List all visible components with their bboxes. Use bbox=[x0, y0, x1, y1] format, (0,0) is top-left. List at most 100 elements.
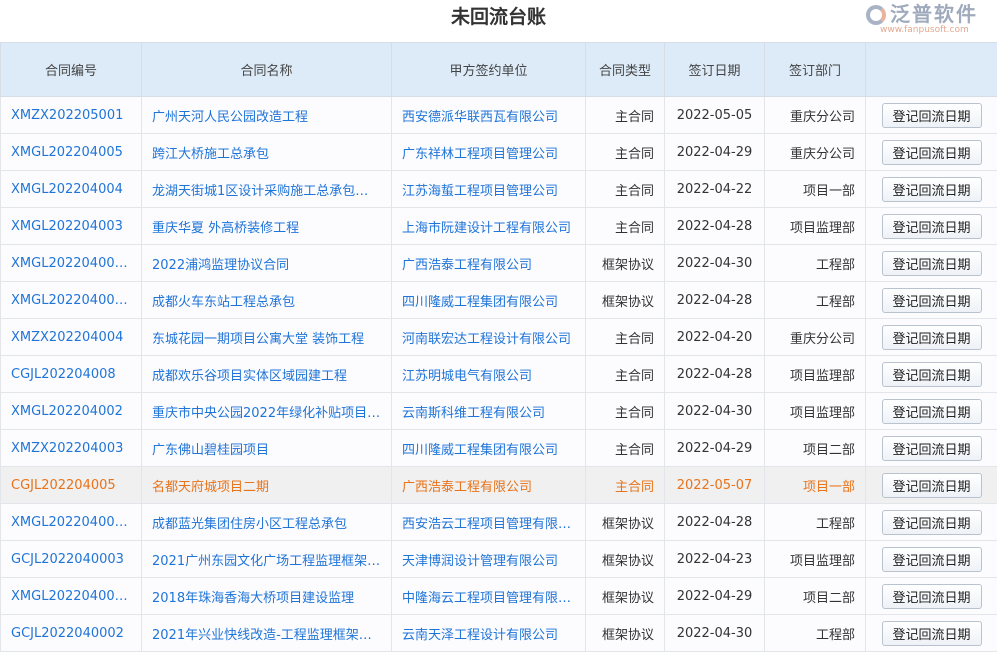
sign-department: 工程部 bbox=[765, 282, 866, 319]
sign-department: 项目二部 bbox=[765, 430, 866, 467]
contract-number[interactable]: XMGL2022040005 bbox=[1, 578, 142, 615]
contract-number[interactable]: XMZX202204004 bbox=[1, 319, 142, 356]
sign-department: 项目监理部 bbox=[765, 393, 866, 430]
action-cell: 登记回流日期 bbox=[866, 282, 997, 319]
contract-name[interactable]: 东城花园一期项目公寓大堂 装饰工程 bbox=[142, 319, 392, 356]
register-return-date-button[interactable]: 登记回流日期 bbox=[882, 177, 982, 202]
contract-name[interactable]: 2022浦鸿监理协议合同 bbox=[142, 245, 392, 282]
party-a-unit[interactable]: 江苏明城电气有限公司 bbox=[392, 356, 586, 393]
column-header: 签订日期 bbox=[665, 43, 765, 97]
party-a-unit[interactable]: 四川隆威工程集团有限公司 bbox=[392, 282, 586, 319]
contract-type: 主合同 bbox=[586, 134, 665, 171]
register-return-date-button[interactable]: 登记回流日期 bbox=[882, 251, 982, 276]
contract-number[interactable]: XMGL202204005 bbox=[1, 134, 142, 171]
contract-name[interactable]: 广州天河人民公园改造工程 bbox=[142, 97, 392, 134]
register-return-date-button[interactable]: 登记回流日期 bbox=[882, 325, 982, 350]
action-cell: 登记回流日期 bbox=[866, 319, 997, 356]
party-a-unit[interactable]: 广西浩泰工程有限公司 bbox=[392, 467, 586, 504]
sign-date: 2022-05-05 bbox=[665, 97, 765, 134]
register-return-date-button[interactable]: 登记回流日期 bbox=[882, 140, 982, 165]
party-a-unit[interactable]: 四川隆威工程集团有限公司 bbox=[392, 430, 586, 467]
party-a-unit[interactable]: 河南联宏达工程设计有限公司 bbox=[392, 319, 586, 356]
party-a-unit[interactable]: 西安德派华联西瓦有限公司 bbox=[392, 97, 586, 134]
contract-number[interactable]: GCJL2022040003 bbox=[1, 541, 142, 578]
action-cell: 登记回流日期 bbox=[866, 615, 997, 652]
contract-name[interactable]: 成都蓝光集团住房小区工程总承包 bbox=[142, 504, 392, 541]
contract-number[interactable]: XMGL2022040007 bbox=[1, 245, 142, 282]
contract-name[interactable]: 重庆市中央公园2022年绿化补贴项目-… bbox=[142, 393, 392, 430]
action-cell: 登记回流日期 bbox=[866, 208, 997, 245]
contract-number[interactable]: XMGL202204002 bbox=[1, 393, 142, 430]
contract-name[interactable]: 广东佛山碧桂园项目 bbox=[142, 430, 392, 467]
register-return-date-button[interactable]: 登记回流日期 bbox=[882, 399, 982, 424]
party-a-unit[interactable]: 中隆海云工程项目管理有限… bbox=[392, 578, 586, 615]
column-header: 合同名称 bbox=[142, 43, 392, 97]
contract-number[interactable]: XMZX202205001 bbox=[1, 97, 142, 134]
contract-number[interactable]: XMZX202204003 bbox=[1, 430, 142, 467]
contract-number[interactable]: XMGL2022040004 bbox=[1, 282, 142, 319]
register-return-date-button[interactable]: 登记回流日期 bbox=[882, 621, 982, 646]
sign-date: 2022-04-23 bbox=[665, 541, 765, 578]
sign-date: 2022-04-29 bbox=[665, 578, 765, 615]
contract-name[interactable]: 跨江大桥施工总承包 bbox=[142, 134, 392, 171]
contract-type: 主合同 bbox=[586, 393, 665, 430]
register-return-date-button[interactable]: 登记回流日期 bbox=[882, 510, 982, 535]
register-return-date-button[interactable]: 登记回流日期 bbox=[882, 584, 982, 609]
contract-name[interactable]: 重庆华夏 外高桥装修工程 bbox=[142, 208, 392, 245]
party-a-unit[interactable]: 云南斯科维工程有限公司 bbox=[392, 393, 586, 430]
party-a-unit[interactable]: 西安浩云工程项目管理有限… bbox=[392, 504, 586, 541]
action-cell: 登记回流日期 bbox=[866, 356, 997, 393]
contract-name[interactable]: 2018年珠海香海大桥项目建设监理 bbox=[142, 578, 392, 615]
party-a-unit[interactable]: 上海市阮建设计工程有限公司 bbox=[392, 208, 586, 245]
sign-date: 2022-05-07 bbox=[665, 467, 765, 504]
party-a-unit[interactable]: 天津博润设计管理有限公司 bbox=[392, 541, 586, 578]
register-return-date-button[interactable]: 登记回流日期 bbox=[882, 473, 982, 498]
party-a-unit[interactable]: 云南天泽工程设计有限公司 bbox=[392, 615, 586, 652]
register-return-date-button[interactable]: 登记回流日期 bbox=[882, 436, 982, 461]
contract-type: 主合同 bbox=[586, 430, 665, 467]
contract-name[interactable]: 成都欢乐谷项目实体区域园建工程 bbox=[142, 356, 392, 393]
contract-type: 主合同 bbox=[586, 319, 665, 356]
sign-department: 工程部 bbox=[765, 615, 866, 652]
sign-department: 重庆分公司 bbox=[765, 134, 866, 171]
contract-name[interactable]: 龙湖天街城1区设计采购施工总承包工程 bbox=[142, 171, 392, 208]
contract-number[interactable]: CGJL202204005 bbox=[1, 467, 142, 504]
contract-name[interactable]: 2021年兴业快线改造-工程监理框架协议 bbox=[142, 615, 392, 652]
contract-name[interactable]: 名都天府城项目二期 bbox=[142, 467, 392, 504]
action-cell: 登记回流日期 bbox=[866, 245, 997, 282]
contract-number[interactable]: CGJL202204008 bbox=[1, 356, 142, 393]
register-return-date-button[interactable]: 登记回流日期 bbox=[882, 103, 982, 128]
sign-date: 2022-04-29 bbox=[665, 134, 765, 171]
sign-department: 重庆分公司 bbox=[765, 97, 866, 134]
contract-name[interactable]: 2021广州东园文化广场工程监理框架… bbox=[142, 541, 392, 578]
contract-number[interactable]: GCJL2022040002 bbox=[1, 615, 142, 652]
contract-name[interactable]: 成都火车东站工程总承包 bbox=[142, 282, 392, 319]
contract-number[interactable]: XMGL202204003 bbox=[1, 208, 142, 245]
register-return-date-button[interactable]: 登记回流日期 bbox=[882, 214, 982, 239]
party-a-unit[interactable]: 江苏海蜇工程项目管理公司 bbox=[392, 171, 586, 208]
contract-number[interactable]: XMGL202204004 bbox=[1, 171, 142, 208]
contract-number[interactable]: XMGL2022040002 bbox=[1, 504, 142, 541]
register-return-date-button[interactable]: 登记回流日期 bbox=[882, 288, 982, 313]
party-a-unit[interactable]: 广东祥林工程项目管理公司 bbox=[392, 134, 586, 171]
register-return-date-button[interactable]: 登记回流日期 bbox=[882, 362, 982, 387]
party-a-unit[interactable]: 广西浩泰工程有限公司 bbox=[392, 245, 586, 282]
register-return-date-button[interactable]: 登记回流日期 bbox=[882, 547, 982, 572]
contract-type: 框架协议 bbox=[586, 578, 665, 615]
action-cell: 登记回流日期 bbox=[866, 504, 997, 541]
